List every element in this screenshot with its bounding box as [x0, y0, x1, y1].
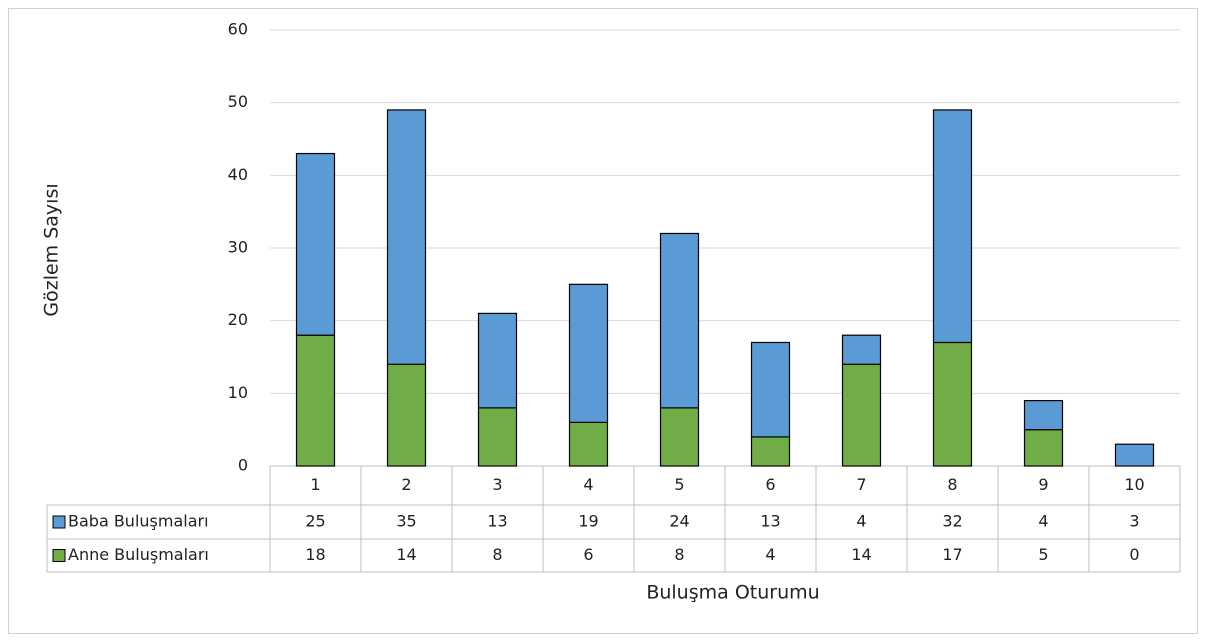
x-tick-label: 5: [674, 475, 684, 494]
x-tick-label: 9: [1038, 475, 1048, 494]
bar: [568, 283, 609, 424]
x-axis-title: Buluşma Oturumu: [646, 582, 819, 604]
table-value: 17: [942, 545, 962, 564]
y-tick-label: 10: [228, 383, 248, 402]
table-value: 13: [487, 512, 507, 531]
y-tick-label: 0: [238, 456, 248, 475]
legend-key: [52, 549, 66, 562]
bar: [386, 363, 427, 467]
table-value: 5: [1038, 545, 1048, 564]
table-value: 6: [583, 545, 593, 564]
table-value: 19: [578, 512, 598, 531]
bar: [750, 436, 791, 467]
bar: [932, 341, 973, 467]
bar: [477, 312, 518, 409]
y-tick-label: 40: [228, 165, 248, 184]
bar: [841, 334, 882, 365]
y-axis-title: Gözlem Sayısı: [41, 183, 63, 316]
x-tick-label: 8: [947, 475, 957, 494]
legend-label: Anne Buluşmaları: [68, 545, 209, 564]
x-tick-label: 10: [1124, 475, 1144, 494]
x-tick-label: 6: [765, 475, 775, 494]
x-tick-label: 7: [856, 475, 866, 494]
legend-label: Baba Buluşmaları: [68, 512, 209, 531]
table-value: 14: [396, 545, 416, 564]
legend-key: [52, 515, 66, 529]
bar: [932, 109, 973, 344]
table-value: 25: [305, 512, 325, 531]
bar: [386, 109, 427, 365]
y-tick-label: 50: [228, 92, 248, 111]
bar: [1023, 429, 1064, 467]
x-tick-label: 4: [583, 475, 593, 494]
y-tick-label: 60: [228, 20, 248, 39]
bar: [750, 341, 791, 438]
table-value: 35: [396, 512, 416, 531]
bar: [568, 421, 609, 467]
y-tick-label: 20: [228, 310, 248, 329]
table-value: 0: [1129, 545, 1139, 564]
bar: [659, 407, 700, 467]
table-value: 24: [669, 512, 689, 531]
table-value: 8: [674, 545, 684, 564]
table-value: 32: [942, 512, 962, 531]
x-tick-label: 3: [492, 475, 502, 494]
table-value: 18: [305, 545, 325, 564]
bar: [841, 363, 882, 467]
table-value: 4: [1038, 512, 1048, 531]
table-value: 8: [492, 545, 502, 564]
table-value: 14: [851, 545, 871, 564]
bar: [295, 334, 336, 467]
bar: [1114, 443, 1155, 467]
table-value: 3: [1129, 512, 1139, 531]
table-value: 13: [760, 512, 780, 531]
bar: [477, 407, 518, 467]
bar: [1023, 400, 1064, 431]
x-tick-label: 2: [401, 475, 411, 494]
table-value: 4: [856, 512, 866, 531]
table-value: 4: [765, 545, 775, 564]
bar: [659, 232, 700, 409]
x-tick-label: 1: [310, 475, 320, 494]
y-tick-label: 30: [228, 238, 248, 257]
bar: [295, 152, 336, 336]
